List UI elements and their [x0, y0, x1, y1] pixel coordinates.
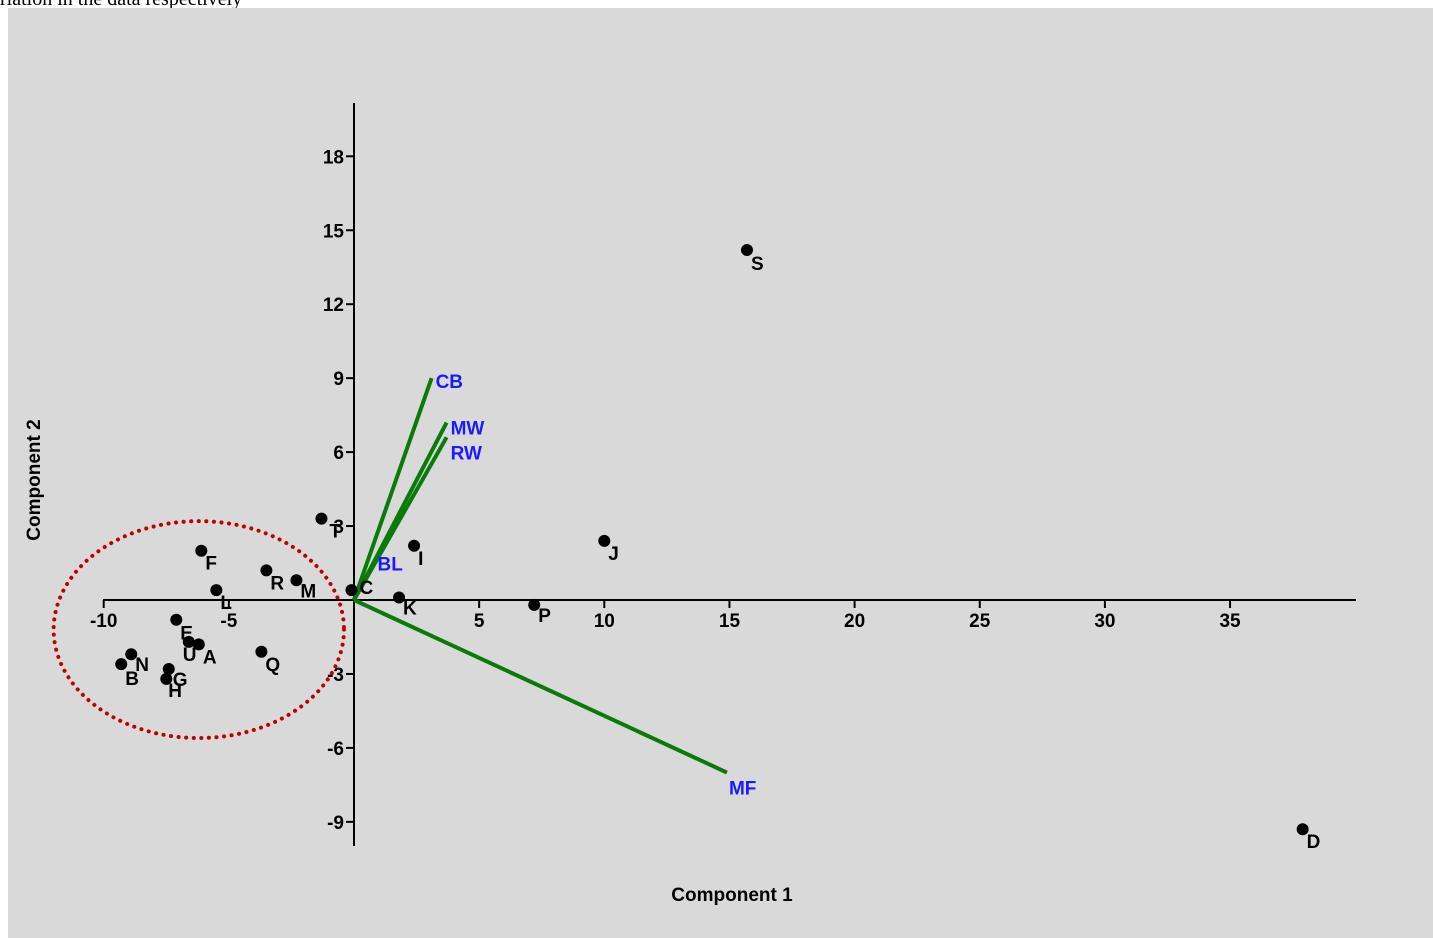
point-label-d: D [1307, 832, 1321, 853]
point-label-c: C [359, 578, 373, 599]
y-tick-label: -3 [327, 665, 344, 686]
chart-panel: -10 -5 5 10 15 20 25 30 35 18 15 12 9 6 3 -3 -6 -9 CB MW RW… [8, 8, 1433, 938]
x-tick-label: 30 [1094, 611, 1115, 632]
y-tick-label: 6 [333, 443, 344, 464]
loading-label-bl: BL [378, 554, 404, 575]
y-tick-label: 12 [323, 295, 344, 316]
point-label-b: B [125, 669, 139, 690]
y-tick-label: -9 [327, 813, 344, 834]
x-axis-title: Component 1 [671, 885, 793, 906]
loading-vector-cb [352, 377, 434, 601]
loading-label-cb: CB [436, 372, 463, 393]
data-point-b [115, 658, 128, 671]
point-label-i: I [418, 549, 423, 570]
point-label-q: Q [265, 655, 280, 676]
point-label-k: K [403, 599, 417, 620]
x-tick-label: 10 [594, 611, 615, 632]
loading-label-mf: MF [729, 779, 756, 800]
data-point-u [182, 635, 195, 648]
data-point-t [315, 512, 328, 525]
y-tick-label: 18 [323, 147, 344, 168]
point-label-a: A [203, 647, 217, 668]
x-tick-label: -10 [90, 611, 117, 632]
data-point-e [170, 613, 183, 626]
data-point-a [192, 638, 205, 651]
point-label-p: P [538, 606, 551, 627]
loading-vector-mf [353, 598, 728, 775]
data-point-q [255, 645, 268, 658]
data-point-f [195, 544, 208, 557]
data-point-d [1296, 823, 1309, 836]
point-label-l: L [220, 593, 232, 614]
data-point-k [393, 591, 406, 604]
data-point-g [162, 663, 175, 676]
data-point-h [160, 672, 173, 685]
point-label-n: N [135, 655, 149, 676]
y-tick-label: -6 [327, 739, 344, 760]
y-tick-label: 3 [333, 517, 344, 538]
loading-label-rw: RW [451, 443, 482, 464]
x-tick-label: 15 [719, 611, 741, 632]
point-label-j: J [608, 544, 619, 565]
data-point-p [528, 598, 541, 611]
data-point-j [598, 534, 611, 547]
x-tick-label: 5 [474, 611, 485, 632]
data-point-n [125, 648, 138, 661]
x-tick-label: 35 [1219, 611, 1241, 632]
point-label-f: F [205, 554, 217, 575]
x-tick-label: 25 [969, 611, 991, 632]
loading-vector-bl [352, 579, 364, 601]
point-label-r: R [270, 573, 284, 594]
point-label-u: U [183, 645, 197, 666]
point-label-g: G [173, 670, 188, 691]
data-point-l [210, 584, 223, 597]
point-label-t: T [329, 522, 341, 543]
data-point-m [290, 574, 303, 587]
y-tick-label: 9 [333, 369, 344, 390]
point-label-h: H [168, 681, 182, 702]
loading-vector-rw [352, 436, 449, 601]
x-tick-label: -5 [220, 611, 237, 632]
data-point-i [408, 539, 421, 552]
figure-caption: riation in the data respectively [0, 0, 242, 11]
y-axis-title: Component 2 [24, 419, 45, 540]
y-tick-label: 15 [323, 221, 345, 242]
point-label-s: S [751, 254, 764, 275]
data-point-r [260, 564, 273, 577]
cluster-ellipse [51, 519, 346, 741]
loading-label-mw: MW [451, 419, 485, 440]
data-point-c [345, 584, 358, 597]
point-label-m: M [300, 581, 316, 602]
data-point-s [740, 243, 753, 256]
x-tick-label: 20 [844, 611, 865, 632]
